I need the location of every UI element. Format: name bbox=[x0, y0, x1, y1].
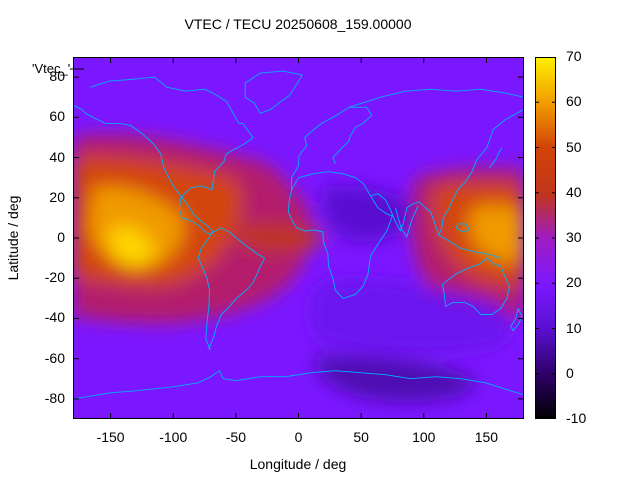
southern-polar-low bbox=[313, 355, 475, 402]
colorbar-tick-label: 20 bbox=[566, 274, 582, 291]
vtec-heat-layer bbox=[73, 57, 524, 419]
legend: 'Vtec_' bbox=[32, 61, 84, 76]
southern-low-field bbox=[309, 280, 510, 353]
coastline-india bbox=[395, 205, 419, 238]
y-tick-label: 60 bbox=[49, 108, 65, 125]
x-tick-label: 0 bbox=[294, 429, 303, 445]
coastline-japan bbox=[489, 147, 503, 168]
x-tick-label: -50 bbox=[225, 429, 246, 445]
coastline-new-zealand bbox=[510, 308, 523, 332]
colorbar-gradient bbox=[535, 57, 556, 419]
plot-border bbox=[73, 57, 524, 419]
y-tick-label: -80 bbox=[44, 389, 65, 406]
x-tick-label: -100 bbox=[159, 429, 188, 445]
bright-core-east bbox=[469, 204, 524, 263]
colorbar-tick-label: 40 bbox=[566, 183, 582, 200]
map-plot-area bbox=[72, 57, 525, 419]
coastline-greenland bbox=[244, 70, 303, 114]
coastlines bbox=[72, 70, 525, 400]
colorbar-tick-label: 0 bbox=[566, 364, 574, 381]
plot-title: VTEC / TECU 20250608_159.00000 bbox=[184, 16, 412, 32]
y-tick-label: -60 bbox=[44, 349, 65, 366]
colorbar-tick-label: 70 bbox=[566, 48, 582, 64]
colorbar bbox=[535, 56, 556, 420]
colorbar-tick-label: 30 bbox=[566, 229, 582, 245]
y-tick-label: -20 bbox=[44, 269, 65, 286]
x-tick-label: -150 bbox=[96, 429, 125, 445]
y-tick-label: 40 bbox=[49, 148, 65, 165]
peak-core bbox=[108, 226, 155, 268]
colorbar-tick-label: 60 bbox=[566, 93, 582, 110]
coastline-south-america bbox=[197, 227, 266, 351]
colorbar-border bbox=[535, 57, 556, 419]
x-tick-label: 50 bbox=[353, 429, 369, 445]
y-tick-label: -40 bbox=[44, 309, 65, 326]
vtec-heatmap bbox=[72, 57, 525, 419]
y-tick-label: 20 bbox=[49, 188, 65, 205]
x-tick-label: 100 bbox=[412, 429, 436, 445]
coastline-north-america bbox=[73, 76, 254, 235]
y-tick-label: 0 bbox=[57, 229, 65, 245]
y-tick-label: 80 bbox=[49, 68, 65, 85]
colorbar-svg bbox=[535, 56, 556, 420]
africa-night-low bbox=[322, 185, 414, 242]
coastline-indonesia bbox=[438, 223, 501, 259]
coastline-australia bbox=[442, 257, 510, 315]
colorbar-tick-label: -10 bbox=[566, 410, 587, 426]
coastline-antarctica bbox=[72, 370, 525, 400]
x-axis-label: Longitude / deg bbox=[249, 456, 347, 472]
coastline-europe bbox=[291, 106, 373, 190]
coastline-africa bbox=[287, 171, 393, 299]
y-axis-label: Latitude / deg bbox=[5, 195, 21, 281]
atlantic-band bbox=[233, 222, 324, 252]
colorbar-tick-label: 50 bbox=[566, 138, 582, 155]
x-tick-label: 150 bbox=[474, 429, 499, 445]
legend-label: 'Vtec_' bbox=[32, 61, 70, 76]
colorbar-tick-label: 10 bbox=[566, 319, 582, 336]
